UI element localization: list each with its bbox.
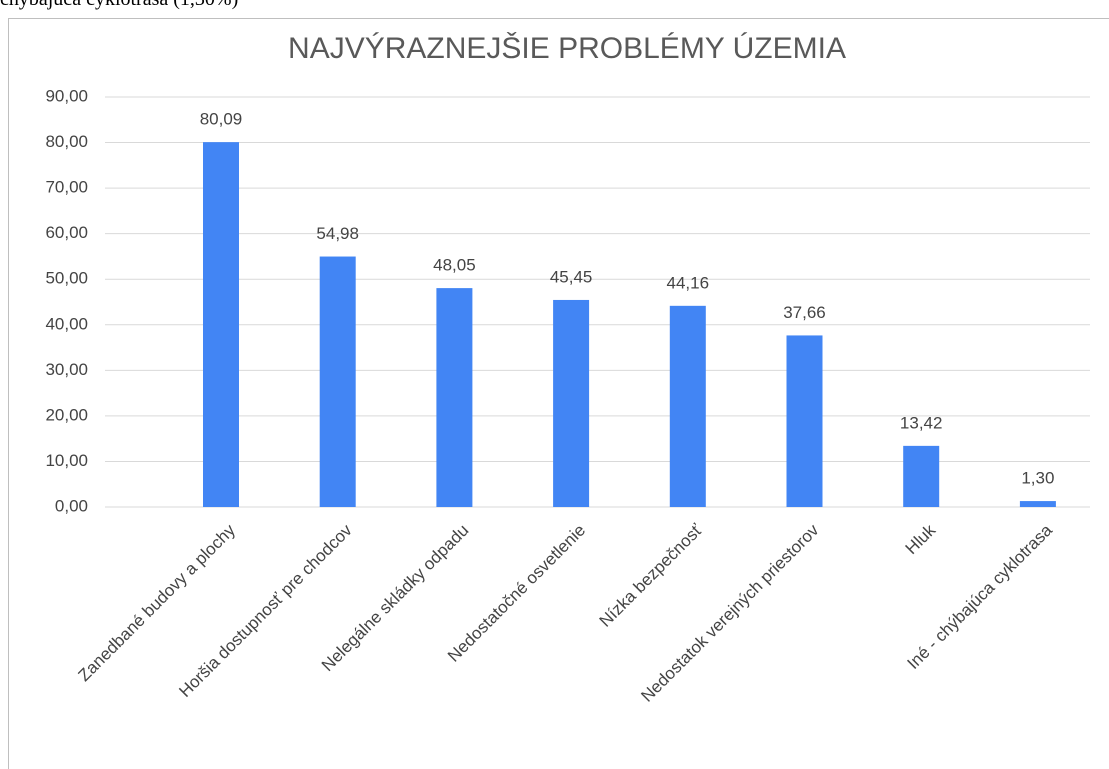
bar bbox=[553, 299, 590, 507]
y-tick-label: 20,00 bbox=[45, 405, 88, 424]
cut-off-text: chýbajúca cyklotrasa (1,30%) bbox=[0, 0, 238, 11]
value-label: 13,42 bbox=[900, 413, 943, 432]
bar bbox=[669, 305, 706, 507]
value-label: 37,66 bbox=[783, 303, 826, 322]
y-tick-label: 60,00 bbox=[45, 223, 88, 242]
y-tick-label: 10,00 bbox=[45, 451, 88, 470]
y-tick-label: 90,00 bbox=[45, 86, 88, 105]
bar bbox=[203, 142, 239, 507]
x-tick-label: Nedostatočné osvetlenie bbox=[444, 521, 589, 666]
value-label: 54,98 bbox=[316, 224, 359, 243]
y-tick-label: 40,00 bbox=[45, 314, 88, 333]
value-label: 44,16 bbox=[667, 273, 710, 292]
value-label: 80,09 bbox=[200, 110, 243, 129]
x-tick-label: Nízka bezpečnosť bbox=[596, 520, 707, 631]
bar bbox=[786, 335, 823, 507]
y-tick-label: 80,00 bbox=[45, 132, 88, 151]
bar bbox=[903, 445, 940, 507]
value-label: 48,05 bbox=[433, 256, 476, 275]
chart-title: NAJVÝRAZNEJŠIE PROBLÉMY ÚZEMIA bbox=[288, 31, 846, 65]
y-tick-label: 0,00 bbox=[55, 496, 88, 515]
bar bbox=[436, 288, 473, 507]
y-tick-label: 50,00 bbox=[45, 269, 88, 288]
value-label: 1,30 bbox=[1021, 469, 1054, 488]
y-tick-label: 70,00 bbox=[45, 178, 88, 197]
bar bbox=[1019, 501, 1056, 507]
chart-frame bbox=[8, 18, 1109, 769]
bar bbox=[319, 256, 356, 507]
x-tick-label: Hluk bbox=[902, 520, 940, 558]
y-tick-label: 30,00 bbox=[45, 360, 88, 379]
value-label: 45,45 bbox=[550, 267, 593, 286]
